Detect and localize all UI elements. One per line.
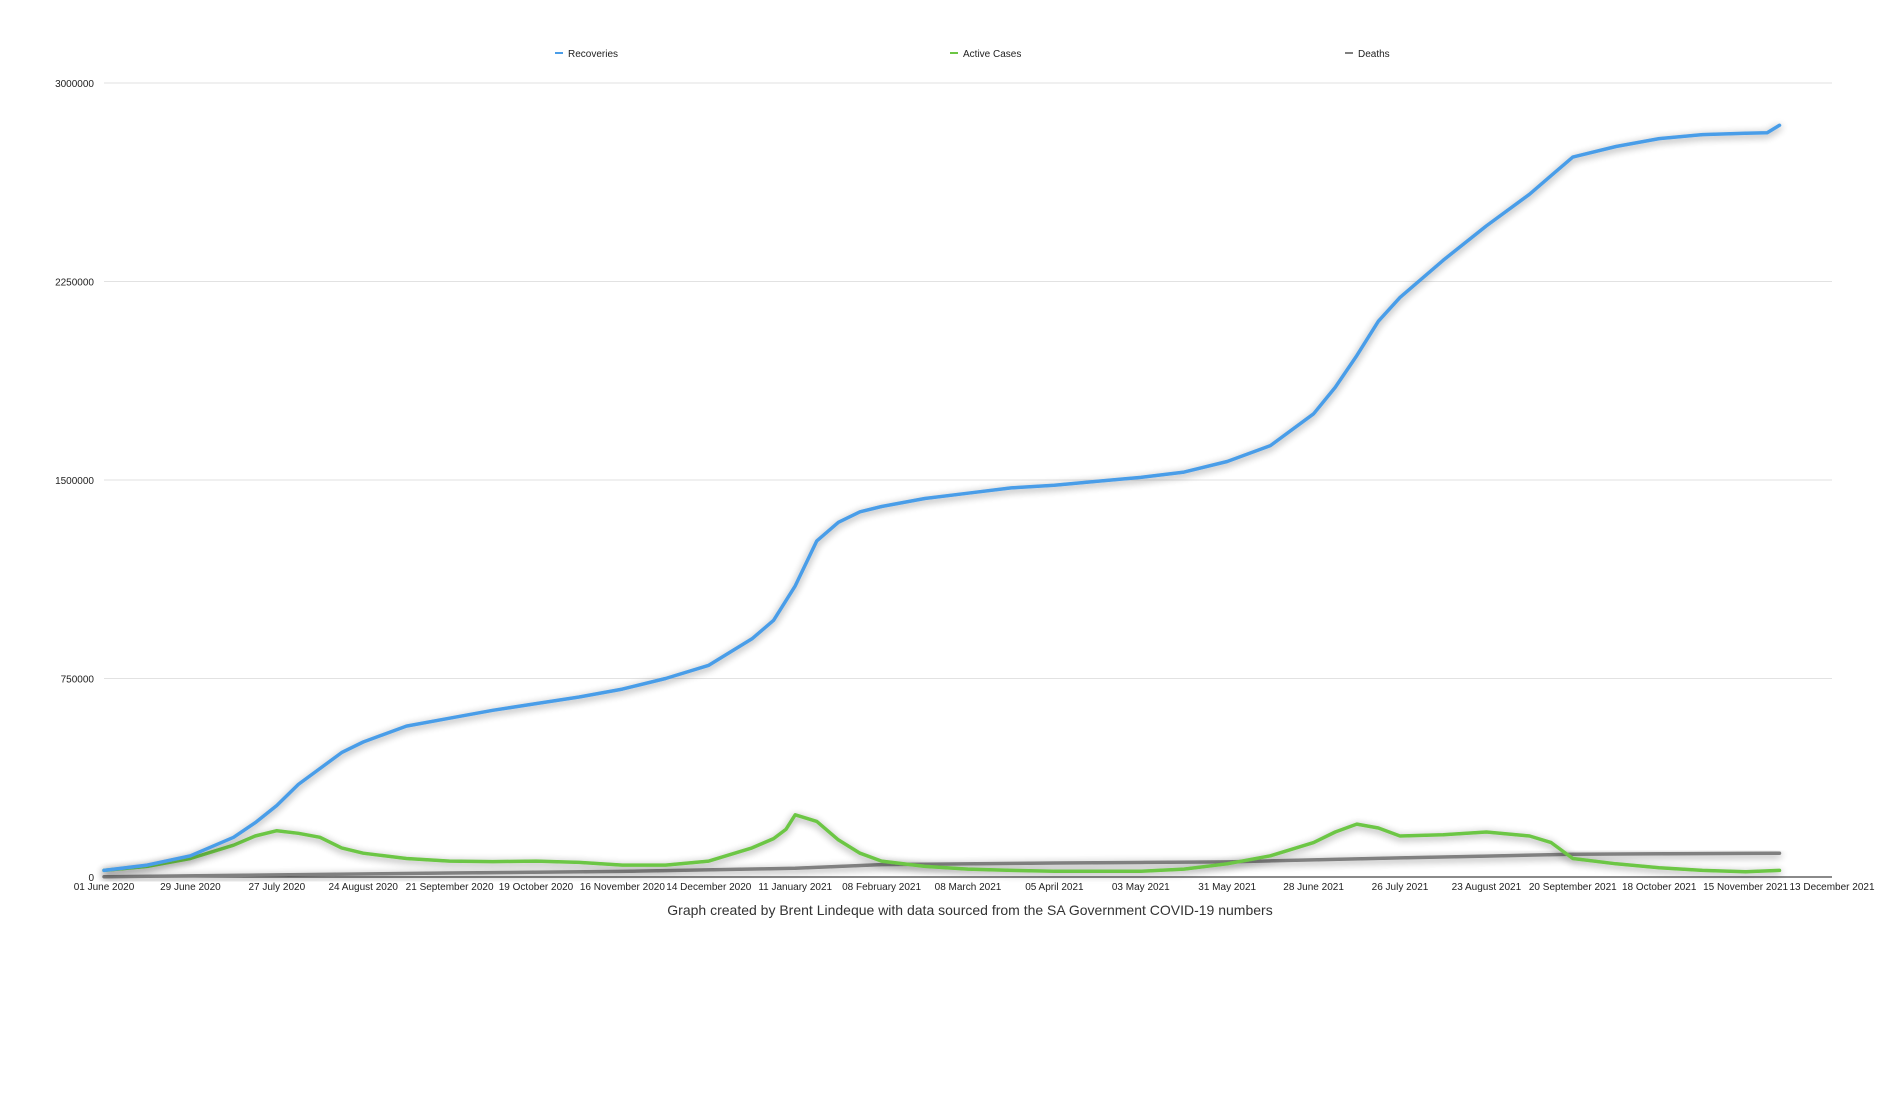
y-tick-label: 2250000 xyxy=(55,278,94,289)
chart-caption: Graph created by Brent Lindeque with dat… xyxy=(667,902,1272,918)
legend-label: Deaths xyxy=(1358,49,1390,60)
x-tick-label: 31 May 2021 xyxy=(1198,882,1256,893)
gridlines xyxy=(104,82,1832,878)
series-line-active-cases xyxy=(102,813,1782,874)
x-tick-label: 15 November 2021 xyxy=(1703,882,1788,893)
x-tick-label: 03 May 2021 xyxy=(1112,882,1170,893)
x-tick-label: 29 June 2020 xyxy=(160,882,221,893)
x-tick-label: 16 November 2020 xyxy=(580,882,665,893)
x-tick-label: 01 June 2020 xyxy=(74,882,135,893)
series-line-deaths xyxy=(102,851,1782,879)
y-tick-label: 0 xyxy=(88,873,94,884)
series-lines xyxy=(102,123,1782,879)
x-tick-label: 28 June 2021 xyxy=(1283,882,1344,893)
x-tick-label: 08 February 2021 xyxy=(842,882,921,893)
legend-item-deaths: Deaths xyxy=(1345,49,1390,60)
x-tick-label: 11 January 2021 xyxy=(758,882,832,893)
x-tick-label: 19 October 2020 xyxy=(499,882,574,893)
y-tick-label: 1500000 xyxy=(55,476,94,487)
x-tick-label: 05 April 2021 xyxy=(1025,882,1084,893)
x-axis: 01 June 2020 29 June 2020 27 July 2020 24 A… xyxy=(74,882,1875,893)
x-tick-label: 26 July 2021 xyxy=(1372,882,1429,893)
y-axis: 0 750000 1500000 2250000 3000000 xyxy=(55,79,94,884)
x-tick-label: 18 October 2021 xyxy=(1622,882,1697,893)
x-tick-label: 23 August 2021 xyxy=(1452,882,1522,893)
x-tick-label: 08 March 2021 xyxy=(935,882,1002,893)
x-tick-label: 24 August 2020 xyxy=(328,882,398,893)
x-tick-label: 20 September 2021 xyxy=(1529,882,1617,893)
x-tick-label: 21 September 2020 xyxy=(406,882,494,893)
legend-item-active-cases: Active Cases xyxy=(950,49,1021,60)
legend: Recoveries Active Cases Deaths xyxy=(555,49,1390,60)
legend-item-recoveries: Recoveries xyxy=(555,49,618,60)
legend-label: Recoveries xyxy=(568,49,618,60)
y-tick-label: 750000 xyxy=(61,675,95,686)
y-tick-label: 3000000 xyxy=(55,79,94,90)
x-tick-label: 13 December 2021 xyxy=(1789,882,1874,893)
x-tick-label: 14 December 2020 xyxy=(666,882,751,893)
series-line-recoveries xyxy=(102,123,1782,873)
legend-label: Active Cases xyxy=(963,49,1021,60)
x-tick-label: 27 July 2020 xyxy=(248,882,305,893)
